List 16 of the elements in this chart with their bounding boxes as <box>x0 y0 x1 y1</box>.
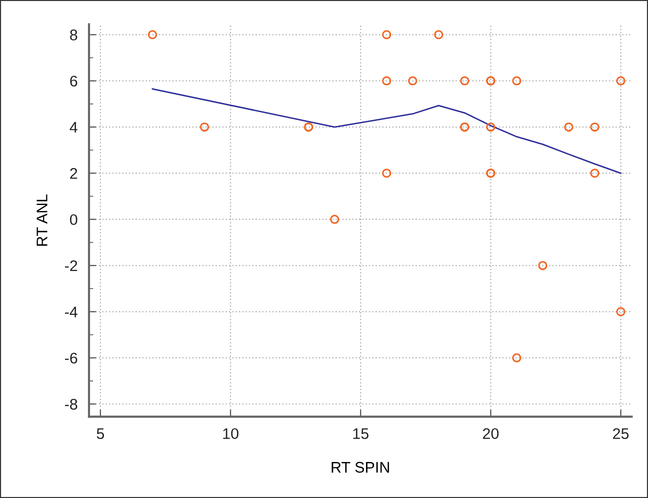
y-tick-label: 0 <box>70 214 78 226</box>
y-tick-label: -6 <box>64 352 78 364</box>
x-tick-label: 25 <box>613 428 629 440</box>
x-tick-label: 15 <box>353 428 368 440</box>
x-tick-label: 20 <box>482 428 499 440</box>
y-tick-label: 8 <box>70 30 78 40</box>
y-axis-title: RT ANL <box>36 194 48 246</box>
y-tick-label: 4 <box>70 122 78 133</box>
y-tick-label: -4 <box>64 306 78 318</box>
y-tick-label: -2 <box>64 260 78 272</box>
y-tick-label: 2 <box>70 168 78 179</box>
x-tick-label: 10 <box>223 428 238 440</box>
x-axis-title: RT SPIN <box>332 462 389 473</box>
y-tick-label: 6 <box>70 76 78 87</box>
x-tick-label: 5 <box>96 428 104 440</box>
y-tick-label: -8 <box>64 398 78 410</box>
